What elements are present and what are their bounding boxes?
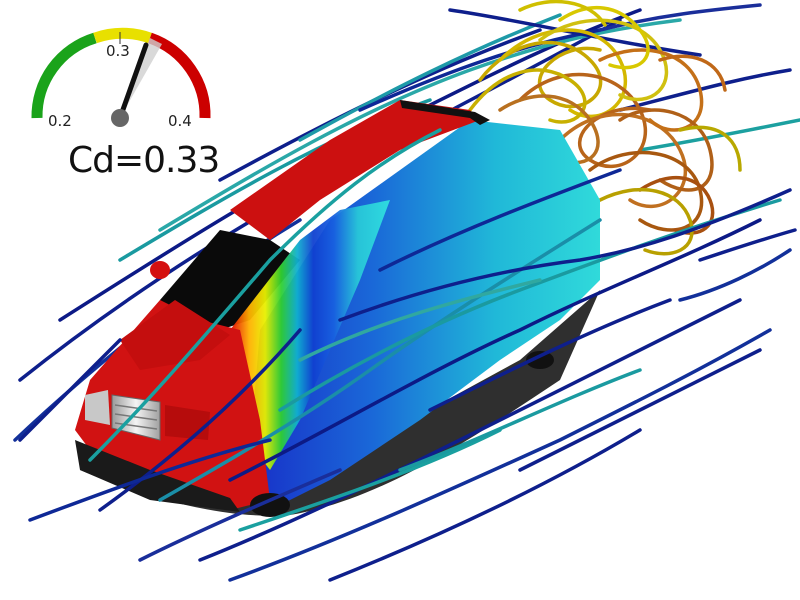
gauge-arc-mid [93,27,152,44]
gauge-arc-low [31,32,97,119]
gauge-needle [117,42,149,121]
gauge-mid-label: 0.3 [106,42,130,60]
gauge-arc-high [148,32,211,119]
gauge-pivot [111,109,129,127]
drag-gauge: 0.2 0.3 0.4 [31,27,211,130]
car-model [75,100,600,517]
gauge-max-label: 0.4 [168,112,192,130]
gauge-min-label: 0.2 [48,112,72,130]
gauge-tolerance-band [120,38,162,118]
wake-turbulence [468,0,742,256]
streamlines-foreground [18,128,797,582]
drag-coefficient-readout: Cd=0.33 [68,140,219,181]
